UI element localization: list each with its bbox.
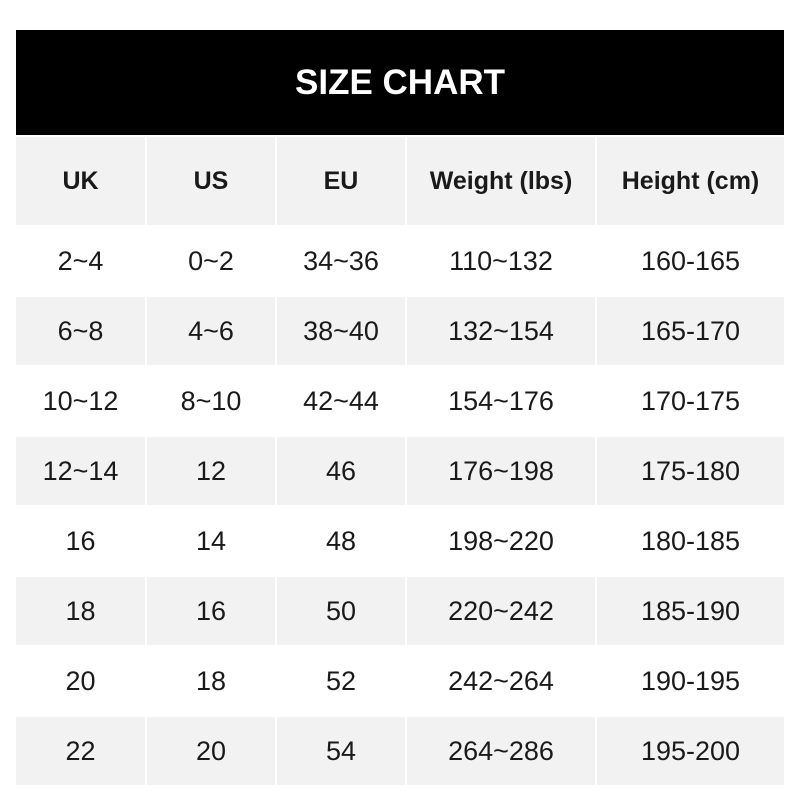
cell-us: 18 — [145, 645, 277, 716]
cell-weight: 110~132 — [405, 225, 597, 296]
cell-eu: 54 — [275, 715, 407, 785]
header-weight: Weight (lbs) — [405, 135, 597, 226]
table-row: 16 14 48 198~220 180-185 — [16, 505, 784, 576]
header-us: US — [145, 135, 277, 226]
cell-us: 12 — [145, 435, 277, 506]
cell-height: 165-170 — [595, 295, 784, 366]
table-row: 2~4 0~2 34~36 110~132 160-165 — [16, 225, 784, 296]
cell-uk: 2~4 — [16, 225, 147, 296]
cell-weight: 264~286 — [405, 715, 597, 785]
cell-uk: 16 — [16, 505, 147, 576]
cell-weight: 176~198 — [405, 435, 597, 506]
cell-us: 4~6 — [145, 295, 277, 366]
cell-height: 180-185 — [595, 505, 784, 576]
cell-height: 190-195 — [595, 645, 784, 716]
cell-eu: 38~40 — [275, 295, 407, 366]
table-row: 10~12 8~10 42~44 154~176 170-175 — [16, 365, 784, 436]
size-chart-table: UK US EU Weight (lbs) Height (cm) 2~4 0~2… — [16, 135, 784, 785]
header-uk: UK — [16, 135, 147, 226]
header-eu: EU — [275, 135, 407, 226]
cell-uk: 12~14 — [16, 435, 147, 506]
cell-uk: 20 — [16, 645, 147, 716]
cell-us: 14 — [145, 505, 277, 576]
cell-us: 8~10 — [145, 365, 277, 436]
cell-eu: 50 — [275, 575, 407, 646]
cell-height: 195-200 — [595, 715, 784, 785]
cell-height: 185-190 — [595, 575, 784, 646]
cell-weight: 198~220 — [405, 505, 597, 576]
cell-uk: 22 — [16, 715, 147, 785]
cell-weight: 242~264 — [405, 645, 597, 716]
table-row: 22 20 54 264~286 195-200 — [16, 715, 784, 785]
table-row: 12~14 12 46 176~198 175-180 — [16, 435, 784, 506]
cell-eu: 48 — [275, 505, 407, 576]
cell-eu: 42~44 — [275, 365, 407, 436]
cell-height: 160-165 — [595, 225, 784, 296]
cell-eu: 46 — [275, 435, 407, 506]
cell-weight: 220~242 — [405, 575, 597, 646]
cell-us: 0~2 — [145, 225, 277, 296]
cell-eu: 52 — [275, 645, 407, 716]
header-row: UK US EU Weight (lbs) Height (cm) — [16, 135, 784, 226]
table-row: 18 16 50 220~242 185-190 — [16, 575, 784, 646]
cell-us: 20 — [145, 715, 277, 785]
cell-height: 175-180 — [595, 435, 784, 506]
size-chart-title: SIZE CHART — [16, 30, 784, 135]
cell-height: 170-175 — [595, 365, 784, 436]
cell-uk: 18 — [16, 575, 147, 646]
cell-weight: 132~154 — [405, 295, 597, 366]
table-row: 6~8 4~6 38~40 132~154 165-170 — [16, 295, 784, 366]
cell-uk: 6~8 — [16, 295, 147, 366]
header-height: Height (cm) — [595, 135, 784, 226]
cell-eu: 34~36 — [275, 225, 407, 296]
cell-weight: 154~176 — [405, 365, 597, 436]
table-row: 20 18 52 242~264 190-195 — [16, 645, 784, 716]
cell-uk: 10~12 — [16, 365, 147, 436]
cell-us: 16 — [145, 575, 277, 646]
